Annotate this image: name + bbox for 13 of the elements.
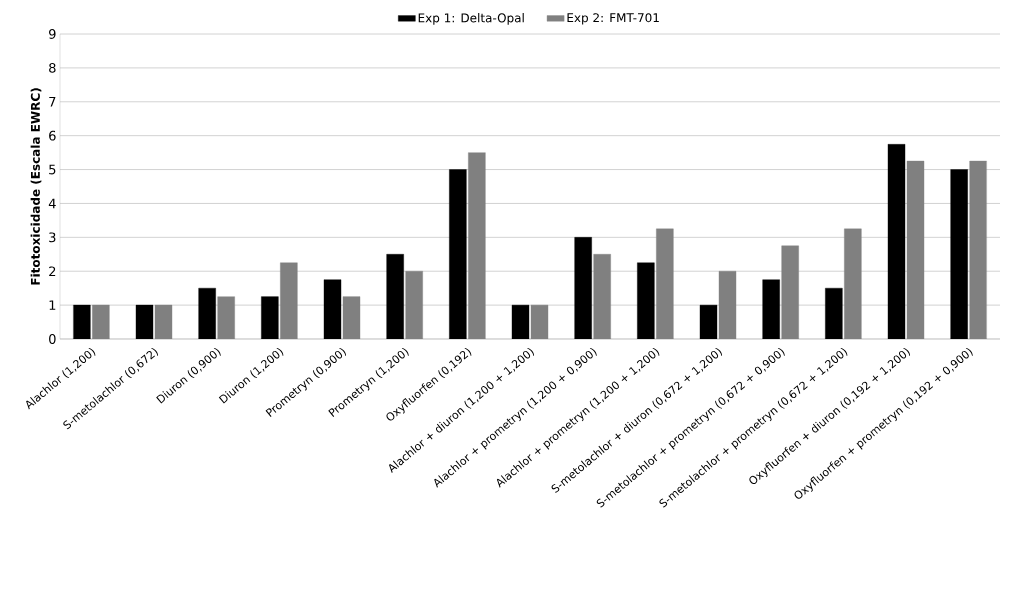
y-tick-label: 1 [49,300,56,310]
y-tick-label: 3 [49,232,56,243]
y-axis-title: Fitotoxicidade (Escala EWRC) [30,88,42,285]
y-tick-label: 9 [49,29,56,39]
y-tick-label: 5 [49,164,56,175]
y-tick-label: 6 [49,130,56,141]
y-tick-label: 0 [49,334,56,344]
y-tick-label: 8 [49,62,56,73]
legend-label: Exp 2: FMT-701 [567,13,659,25]
legend-label: Exp 1: Delta-Opal [418,13,524,25]
y-tick-label: 4 [48,198,56,209]
y-tick-label: 2 [49,266,56,277]
y-tick-label: 7 [49,97,56,107]
